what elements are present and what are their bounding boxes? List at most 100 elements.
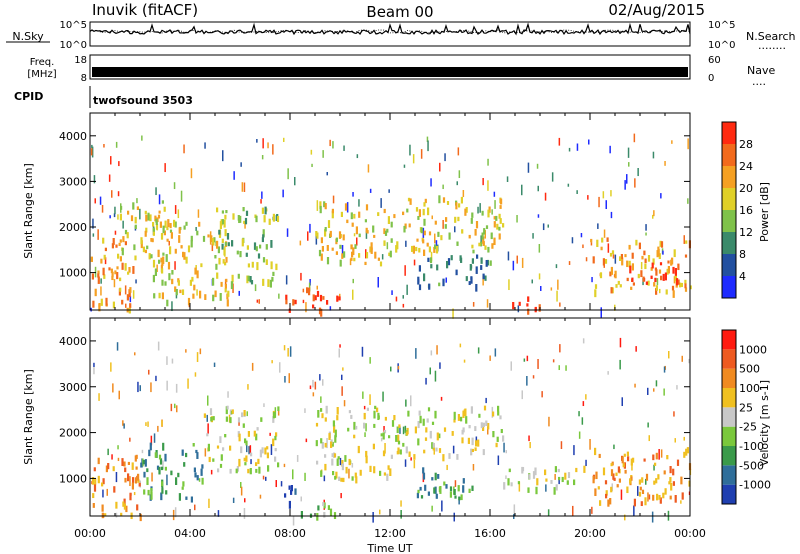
heatmap-cell [624, 180, 626, 190]
heatmap-cell [616, 484, 619, 488]
heatmap-cell [211, 243, 214, 252]
heatmap-cell [475, 440, 478, 447]
heatmap-cell [161, 466, 164, 471]
heatmap-cell [612, 473, 615, 480]
heatmap-cell [366, 407, 369, 411]
heatmap-cell [152, 228, 155, 236]
heatmap-cell [641, 477, 644, 483]
heatmap-cell [398, 424, 401, 428]
heatmap-cell [659, 497, 662, 504]
heatmap-cell [386, 228, 389, 233]
heatmap-cell [341, 253, 344, 259]
heatmap-cell [462, 485, 465, 493]
heatmap-cell [331, 208, 334, 214]
heatmap-cell [132, 290, 135, 299]
heatmap-cell [436, 264, 439, 271]
heatmap-cell [418, 247, 421, 253]
heatmap-cell [499, 205, 502, 209]
heatmap-cell [497, 455, 500, 466]
colorbar-segment [722, 349, 736, 369]
heatmap-cell [631, 263, 634, 271]
heatmap-cell [314, 381, 317, 390]
heatmap-cell [590, 238, 593, 243]
heatmap-cell [339, 344, 341, 348]
heatmap-cell [126, 232, 129, 239]
heatmap-cell [355, 476, 358, 484]
heatmap-cell [200, 263, 203, 268]
heatmap-cell [633, 498, 636, 507]
heatmap-cell [92, 493, 95, 499]
heatmap-cell [104, 513, 107, 517]
heatmap-cell [317, 505, 320, 511]
heatmap-cell [109, 215, 111, 219]
heatmap-cell [320, 308, 323, 317]
colorbar-segment [722, 388, 736, 408]
heatmap-cell [531, 279, 533, 284]
heatmap-cell [158, 454, 162, 460]
heatmap-cell [137, 473, 140, 481]
heatmap-cell [594, 284, 598, 289]
heatmap-cell [597, 486, 600, 490]
heatmap-cell [342, 367, 344, 371]
heatmap-cell [105, 297, 108, 306]
heatmap-cell [323, 512, 326, 518]
heatmap-cell [689, 285, 692, 290]
heatmap-cell [91, 146, 94, 158]
heatmap-cell [430, 350, 433, 356]
heatmap-cell [120, 512, 123, 517]
heatmap-cell [155, 187, 157, 196]
heatmap-cell [124, 263, 127, 271]
station-title: Inuvik (fitACF) [92, 1, 198, 19]
heatmap-cell [581, 417, 584, 425]
colorbar-tick-label: -100 [739, 440, 764, 453]
heatmap-cell [174, 261, 176, 270]
heatmap-cell [434, 233, 436, 244]
heatmap-cell [312, 392, 315, 397]
heatmap-cell [484, 275, 487, 281]
velocity-xaxis-ticks [89, 318, 691, 516]
heatmap-cell [150, 238, 153, 242]
heatmap-cell [267, 279, 270, 287]
heatmap-cell [221, 219, 224, 225]
heatmap-cell [157, 425, 159, 432]
heatmap-cell [419, 486, 422, 491]
heatmap-cell [407, 197, 411, 202]
heatmap-cell [118, 390, 120, 400]
heatmap-cell [684, 283, 687, 289]
heatmap-cell [218, 229, 221, 235]
heatmap-cell [571, 237, 574, 244]
heatmap-cell [412, 245, 415, 254]
heatmap-cell [137, 381, 139, 393]
heatmap-cell [684, 254, 688, 258]
heatmap-cell [181, 486, 184, 490]
heatmap-cell [155, 221, 158, 225]
heatmap-cell [147, 489, 150, 496]
heatmap-cell [653, 388, 655, 392]
heatmap-cell [101, 482, 104, 487]
heatmap-cell [663, 470, 666, 475]
heatmap-cell [402, 211, 405, 216]
heatmap-cell [444, 153, 446, 162]
heatmap-cell [538, 273, 541, 280]
heatmap-cell [315, 422, 319, 427]
heatmap-cell [113, 213, 116, 218]
heatmap-cell [187, 297, 191, 306]
heatmap-cell [182, 251, 185, 258]
heatmap-cell [196, 475, 199, 481]
y-tick-label: 2000 [59, 427, 87, 440]
heatmap-cell [268, 218, 271, 225]
colorbar-segment [722, 144, 736, 166]
heatmap-cell [91, 273, 94, 280]
heatmap-cell [640, 501, 643, 507]
freq-label-line1: Freq. [30, 57, 55, 68]
heatmap-cell [382, 432, 385, 440]
cpid-panel: CPID twofsound 3503 [14, 86, 193, 108]
heatmap-cell [261, 155, 264, 160]
heatmap-cell [471, 485, 474, 491]
heatmap-cell [275, 215, 278, 222]
heatmap-cell [602, 258, 605, 266]
heatmap-cell [416, 492, 419, 499]
heatmap-cell [316, 513, 319, 521]
heatmap-cell [331, 453, 334, 458]
heatmap-cell [534, 467, 537, 476]
